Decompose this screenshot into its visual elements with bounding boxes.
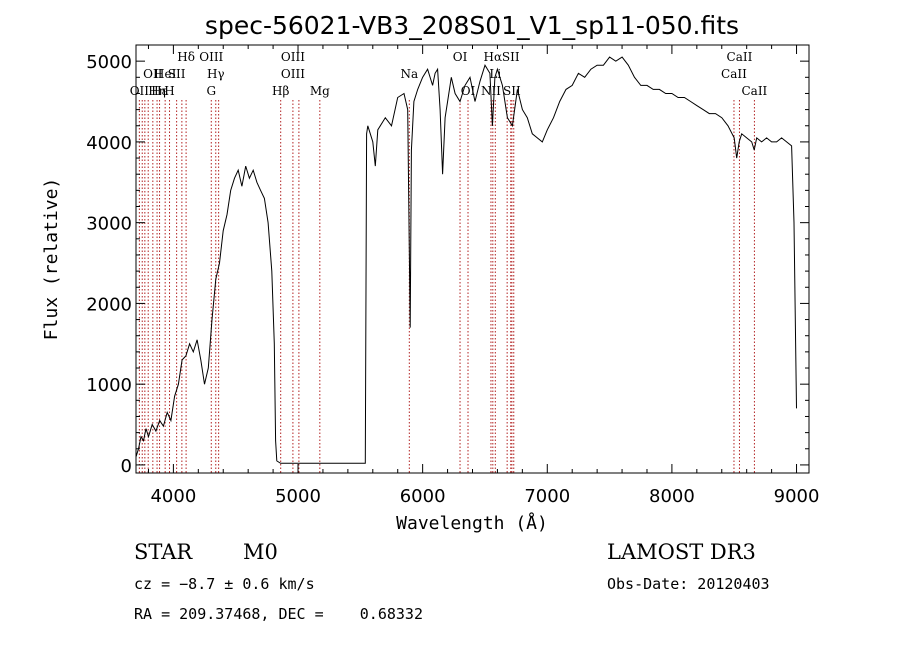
spectral-line-label: Hβ [272,84,289,98]
x-axis-label: Wavelength (Å) [396,512,548,534]
spectral-line-label: Hγ [207,67,225,81]
axis-ticks: 4000 5000 6000 7000 8000 9000 0 1000 2000 3000 400… [86,44,820,507]
survey-name: LAMOST DR3 [607,540,756,564]
spectral-line-label: OIII [281,67,305,81]
spectral-line-label: SII [502,50,520,64]
spectral-line-label: CaII [721,67,747,81]
x-tick-label: 5000 [275,486,321,507]
x-tick-label: 9000 [774,486,820,507]
object-subclass: M0 [243,540,278,564]
spectral-line-label: SII [168,67,186,81]
spectral-line-label: Na [400,67,418,81]
spectral-line-label: CaII [741,84,767,98]
y-tick-label: 4000 [86,133,132,154]
x-tick-label: 7000 [524,486,570,507]
spectral-line-label: OI [453,50,468,64]
spectral-line-label: H [164,84,174,98]
y-axis-label: Flux (relative) [41,178,62,341]
spectral-line-label: G [206,84,216,98]
x-tick-label: 6000 [400,486,446,507]
spectrum-line [135,56,797,464]
spectral-line-label: HeI [154,67,177,81]
spectral-line-label: Hα [484,50,503,64]
spectral-line-label: Hη [148,84,166,98]
object-class: STAR [134,540,193,564]
redshift-cz: cz = −8.7 ± 0.6 km/s [134,575,315,593]
y-tick-label: 0 [121,456,132,477]
spectral-line-label: OII [143,67,163,81]
x-tick-label: 8000 [649,486,695,507]
y-tick-label: 1000 [86,375,132,396]
y-tick-label: 2000 [86,294,132,315]
spectral-line-label: Hε [151,84,168,98]
ra-dec: RA = 209.37468, DEC = 0.68332 [134,605,423,623]
y-tick-label: 3000 [86,214,132,235]
chart-title: spec-56021-VB3_208S01_V1_sp11-050.fits [205,11,739,40]
spectral-line-label: Hδ [177,50,195,64]
spectral-line-label: Mg [310,84,330,98]
y-tick-label: 5000 [86,52,132,73]
spectral-line-label: Li [489,67,501,81]
plot-frame [135,44,810,474]
spectral-line-label: CaII [727,50,753,64]
spectral-line-label: OIII [281,50,305,64]
x-tick-label: 4000 [150,486,196,507]
spectral-line-label: OIII [199,50,223,64]
observation-date: Obs-Date: 20120403 [607,575,770,593]
spectral-line-label: OII [130,84,150,98]
